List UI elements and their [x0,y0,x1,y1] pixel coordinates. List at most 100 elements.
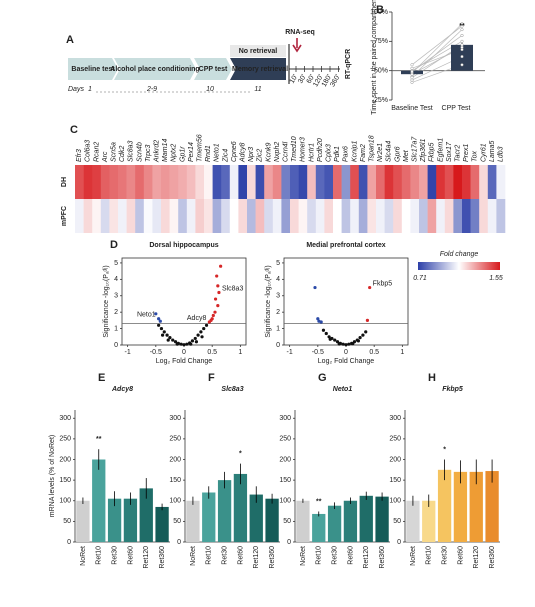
heat-cell [195,165,205,199]
point [157,323,161,327]
heat-cell [204,199,213,233]
heat-cell [470,165,480,199]
point [460,43,464,47]
heat-cell [436,165,446,199]
heat-cell [143,165,153,199]
x-tick-label: Ret360 [159,546,166,569]
heat-cell [126,199,136,233]
bar [359,495,373,542]
heat-cell [161,199,170,233]
chart-title: Adcy8 [111,386,133,393]
heat-cell [410,165,420,199]
heat-cell [264,165,274,199]
gene-label: Rcan2 [93,142,100,162]
day: 11 [254,86,261,93]
heat-cell [487,199,497,233]
point [202,326,206,331]
x-axis-label: Log₂ Fold Change [318,358,375,365]
gene-label: Pdk1 [334,146,341,162]
heat-cell [419,165,428,199]
point [356,339,360,343]
significance: * [443,446,446,453]
point [168,336,172,340]
gene-label: Npr3 [248,147,255,162]
point [199,330,203,334]
point [319,320,323,324]
point-label: Slc8a3 [222,285,244,292]
point [460,33,464,38]
chart-title: Fkbp5 [442,386,463,393]
y-axis-label: Significance -log₁₀(Pₐᵈʲ) [103,265,110,337]
heat-cell [324,199,334,233]
gene-label: Cplx3 [326,144,333,162]
heat-cell [350,165,360,199]
heat-cell [221,165,231,199]
gene-label: Neto1 [214,143,221,162]
point [460,28,464,32]
bar [296,500,310,542]
heat-cell [126,165,136,199]
y-tick-label: 1 [276,325,280,332]
significance: ** [459,23,465,30]
x-tick-label: -1 [125,349,131,356]
point [213,297,218,301]
x-tick-label: Ret30 [441,546,448,565]
point [460,39,464,43]
point [162,330,166,334]
x-tick-label: 0.5 [207,349,217,356]
heat-cell [152,165,162,199]
point [344,343,348,347]
point [179,342,183,346]
gene-label: Mam14 [162,139,169,162]
point [157,317,161,321]
x-tick-label: Ret120 [473,546,480,569]
plot-frame [121,257,247,346]
heat-cell [315,199,325,233]
time-label: 10' [289,73,300,84]
y-tick-label: 200 [169,456,181,463]
heat-cell [195,199,205,233]
chart-title: Medial prefrontal cortex [306,242,385,249]
heat-cell [307,199,317,233]
timeline-step [194,58,232,80]
gene-label: Tmem56 [197,134,204,162]
point [182,343,186,347]
gene-label: Ccrn4l [283,141,290,162]
heat-cell [333,165,342,199]
x-tick-label: Ret60 [457,546,464,565]
heat-cell [83,199,93,233]
heat-cell [453,199,463,233]
gene-label: Arc [102,151,109,163]
gene-label: Scn5a [111,142,118,162]
bar [437,469,452,542]
panel-label: H [428,372,436,384]
gene-label: Pax6 [343,146,350,162]
x-tick-label: Ret360 [489,546,496,569]
x-tick-label: Ret360 [269,546,276,569]
y-tick-label: 300 [389,415,401,422]
heat-cell [143,199,153,233]
bar [217,480,232,542]
y-tick-label: 0 [114,342,118,349]
heat-cell [109,165,119,199]
y-tick-label: 4 [114,276,118,283]
heat-cell [358,199,368,233]
point [194,340,198,344]
heat-cell [462,165,471,199]
colorbar-label: 1.55 [489,275,503,282]
gene-label: Egfem1 [437,138,444,162]
bar [123,498,138,542]
heat-cell [281,165,291,199]
y-tick-label: 50 [63,518,71,525]
heat-cell [221,199,231,233]
gene-label: Sox17 [446,141,453,162]
x-tick-label: Ret60 [237,546,244,565]
y-tick-label: 250 [279,436,291,443]
heat-cell [479,165,489,199]
heat-cell [410,199,420,233]
heat-cell [238,199,248,233]
y-tick-label: 150 [389,477,401,484]
gene-label: Pcdh20 [317,138,324,162]
heat-cell [229,199,239,233]
point [154,312,158,316]
